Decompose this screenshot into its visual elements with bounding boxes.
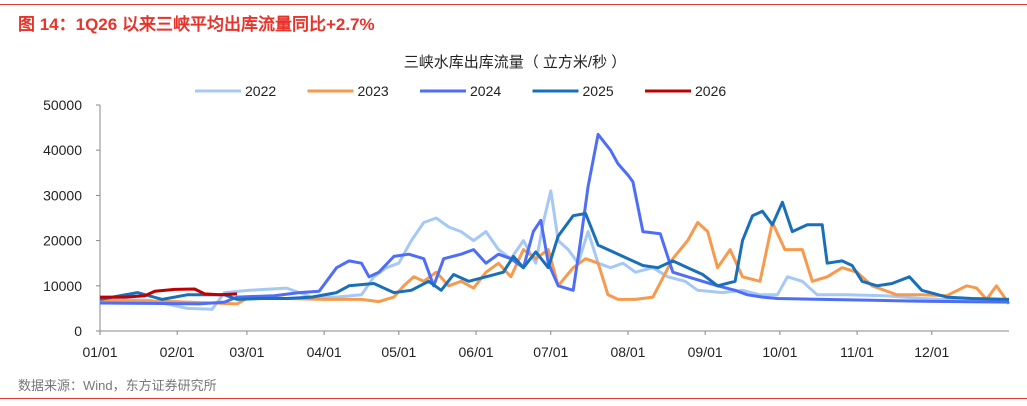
y-tick-label: 10000 — [43, 278, 82, 294]
x-tick-label: 11/01 — [840, 344, 874, 360]
legend-label-2024: 2024 — [470, 83, 501, 99]
y-tick-label: 50000 — [43, 97, 82, 113]
x-tick-label: 07/01 — [533, 344, 568, 360]
x-tick-label: 08/01 — [610, 344, 645, 360]
x-tick-label: 09/01 — [688, 344, 723, 360]
legend-label-2025: 2025 — [583, 83, 614, 99]
series-line-2022 — [99, 189, 1010, 311]
legend-label-2023: 2023 — [358, 83, 389, 99]
x-tick-label: 06/01 — [459, 344, 494, 360]
x-tick-label: 12/01 — [914, 344, 949, 360]
y-tick-label: 20000 — [43, 233, 82, 249]
legend-label-2022: 2022 — [245, 83, 276, 99]
series-lines — [99, 132, 1011, 311]
y-tick-label: 0 — [74, 323, 82, 339]
x-tick-label: 05/01 — [381, 344, 416, 360]
x-tick-label: 02/01 — [160, 344, 195, 360]
chart-title: 三峡水库出库流量（ 立方米/秒 ） — [404, 54, 627, 71]
x-tick-label: 03/01 — [229, 344, 264, 360]
bottom-divider — [0, 398, 1027, 399]
top-divider — [0, 4, 1027, 5]
source-note: 数据来源：Wind，东方证券研究所 — [18, 378, 217, 393]
axes: 0 10000 20000 30000 40000 50000 01/01 02/01 03/0… — [43, 97, 1009, 360]
x-tick-label: 10/01 — [762, 344, 797, 360]
x-tick-label: 04/01 — [307, 344, 342, 360]
y-tick-label: 40000 — [43, 142, 82, 158]
figure-title: 图 14：1Q26 以来三峡平均出库流量同比+2.7% — [18, 15, 375, 34]
y-tick-label: 30000 — [43, 187, 82, 203]
series-line-2026 — [100, 287, 238, 299]
series-line-2025 — [99, 200, 1010, 301]
legend-label-2026: 2026 — [695, 83, 726, 99]
x-tick-label: 01/01 — [82, 344, 117, 360]
legend: 2022 2023 2024 2025 2026 — [195, 83, 726, 99]
